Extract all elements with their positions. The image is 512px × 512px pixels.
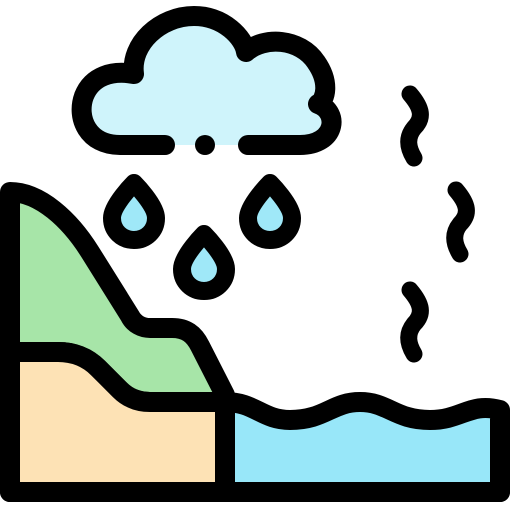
evaporation-line xyxy=(400,85,429,167)
cloud-shape xyxy=(71,6,342,155)
raindrop-icon xyxy=(103,174,165,249)
cloud-icon xyxy=(71,6,342,155)
raindrop-icon xyxy=(239,174,301,249)
evaporation-line xyxy=(400,281,429,363)
sand-icon xyxy=(0,342,235,502)
raindrop-group xyxy=(103,174,301,300)
raindrop-icon xyxy=(173,225,235,300)
cloud-dot xyxy=(195,135,215,155)
evaporation-line xyxy=(446,181,475,263)
water-icon xyxy=(215,392,510,502)
evaporation-icon xyxy=(400,85,475,363)
